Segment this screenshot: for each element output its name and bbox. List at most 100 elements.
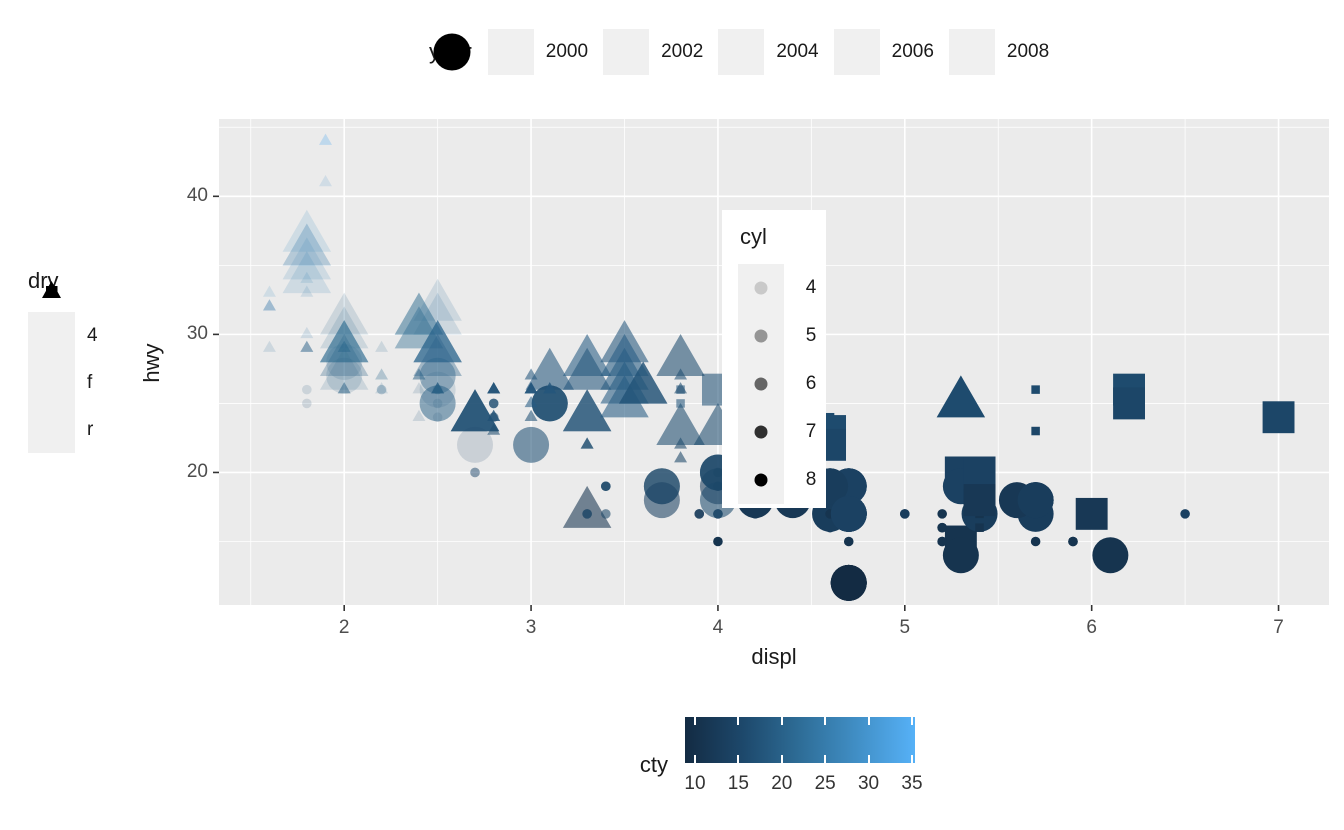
legend-drv-keys: 4 f r [28,281,98,453]
legend-key-swatch [435,29,880,75]
data-point [300,326,314,339]
x-tick-label: 2 [338,617,350,638]
legend-year-key: 2002 [438,29,703,75]
data-point [413,320,462,363]
alpha-dot-icon [754,329,768,343]
colorbar-tick-label: 10 [684,773,706,794]
colorbar-tick-mark [824,717,827,725]
data-point [942,537,979,574]
legend-key-swatch [28,286,75,453]
legend-year-key-label: 2006 [891,41,934,62]
data-point [524,395,538,408]
data-point [419,385,456,422]
data-point [1092,537,1129,574]
x-tick-label: 6 [1086,617,1097,638]
data-point [843,536,854,547]
data-point [618,361,668,404]
data-point [488,398,499,409]
legend-year-keys: 2000 2002 2004 2006 2008 [433,29,1064,75]
data-point [432,384,443,395]
data-point [830,564,867,601]
legend-drv-key-label: r [87,418,94,440]
data-point [470,467,480,478]
y-axis-title: hwy [139,343,164,383]
colorbar-tick-label: 25 [814,773,836,794]
data-point [432,384,443,395]
data-point [601,509,611,519]
data-point [319,320,369,363]
colorbar-tick-mark [824,755,827,763]
data-point [413,278,462,321]
data-point [531,385,568,422]
data-point [375,340,389,352]
data-point [376,384,387,395]
data-point [282,209,332,252]
legend-cyl-key-label: 4 [805,277,817,298]
data-point [543,382,557,394]
data-point [375,368,389,380]
data-point [432,398,443,409]
legend-year-key: 2006 [435,29,934,75]
colorbar-tick-mark [737,717,740,725]
data-point [1262,401,1295,434]
data-point [431,382,445,394]
data-point [319,292,369,335]
data-point [525,347,575,390]
legend-cyl-key-label: 5 [805,325,817,346]
x-axis-title: displ [751,644,797,669]
colorbar-tick-label: 20 [771,773,793,794]
data-point [676,399,685,408]
x-tick-label: 3 [525,617,537,638]
square-shape-icon [46,286,58,298]
data-point [830,495,867,532]
data-point [419,357,456,394]
legend-key-swatch [738,312,784,360]
data-point [337,340,351,352]
data-point [300,340,314,352]
data-point [337,340,351,352]
data-point [487,423,501,435]
data-point [326,357,363,394]
data-point [300,340,314,352]
legend-key-swatch [436,29,765,75]
data-point [582,509,592,519]
legend-cyl-key-label: 7 [805,421,817,442]
legend-cyl-key: 8 [738,456,826,504]
legend-year-key-label: 2000 [545,41,589,62]
data-point [937,536,947,547]
data-point [694,509,705,519]
colorbar-tick-mark [867,755,870,763]
data-point [937,509,947,519]
legend-cyl-key-label: 6 [805,373,817,394]
year-size-dot-icon [433,33,471,71]
colorbar-tick-mark [910,717,913,725]
data-point [419,371,456,408]
data-point [300,340,314,352]
data-point [412,409,426,421]
data-point [524,368,538,380]
data-point [282,223,332,266]
legend-cyl: cyl 4 5 6 7 8 [722,210,826,508]
colorbar-tick-mark [867,717,870,725]
alpha-dot-icon [754,281,768,295]
colorbar-tick-label: 30 [857,773,880,794]
data-point [282,223,332,266]
data-point [412,368,426,380]
data-point [1031,385,1040,394]
data-point [319,320,369,363]
data-point [1030,536,1041,547]
data-point [394,292,444,335]
data-point [413,320,462,363]
colorbar-tick-mark [693,755,696,763]
legend-drv-key: r [28,286,98,453]
data-point [413,320,462,363]
data-point [319,133,332,145]
alpha-dot-icon [754,473,768,487]
data-point [600,333,649,377]
legend-key-swatch [738,360,784,408]
data-point [337,382,351,394]
data-point [262,285,276,297]
data-point [394,292,444,335]
